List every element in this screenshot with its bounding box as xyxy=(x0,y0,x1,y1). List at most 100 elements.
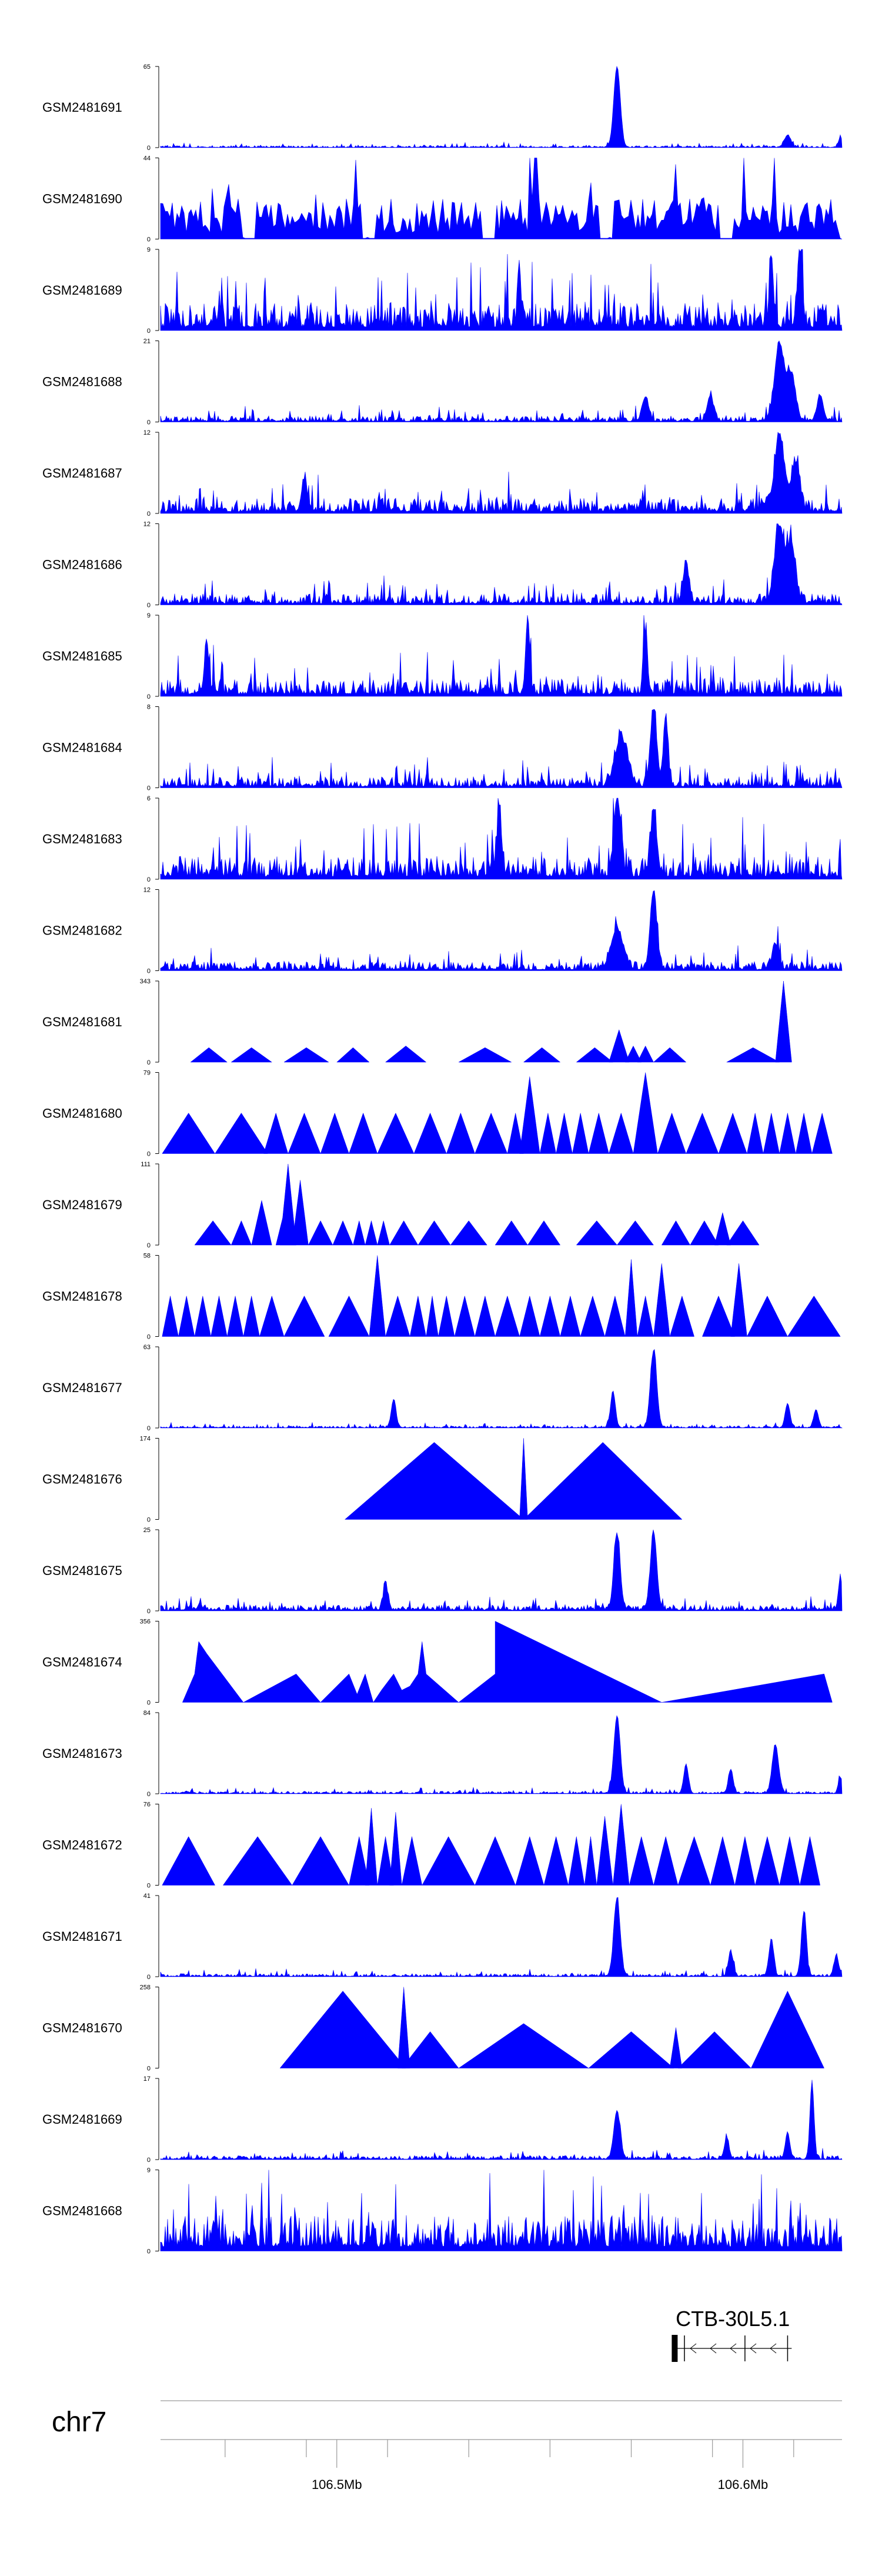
coverage-peak xyxy=(556,1113,573,1154)
track-GSM2481684: GSM2481684 8 0 xyxy=(42,704,843,792)
coverage-peak xyxy=(718,1112,747,1154)
coverage-peak xyxy=(527,1220,561,1246)
coverage-peak xyxy=(775,980,792,1063)
coverage-peak xyxy=(523,1047,561,1063)
track-label: GSM2481669 xyxy=(42,2112,122,2127)
track-label: GSM2481672 xyxy=(42,1838,122,1853)
track-label: GSM2481675 xyxy=(42,1563,122,1578)
y-min-label: 0 xyxy=(147,1791,151,1798)
coverage-peak xyxy=(637,1045,654,1063)
coverage-peak xyxy=(162,1113,216,1154)
coverage-peak xyxy=(726,1047,780,1063)
coverage-peak xyxy=(616,1220,654,1246)
y-min-label: 0 xyxy=(147,1883,151,1890)
coverage-peak xyxy=(369,1255,386,1337)
coverage-area xyxy=(160,1897,843,1977)
coverage-peak xyxy=(702,1295,736,1337)
coverage-peak xyxy=(288,1112,321,1154)
track-label: GSM2481673 xyxy=(42,1746,122,1761)
track-GSM2481675: GSM2481675 25 0 xyxy=(42,1527,843,1615)
y-max-label: 9 xyxy=(147,2167,151,2174)
y-max-label: 6 xyxy=(147,795,151,802)
coverage-peak xyxy=(539,1296,561,1337)
axis-coordinate-label: 106.5Mb xyxy=(312,2477,362,2492)
track-label: GSM2481671 xyxy=(42,1929,122,1944)
coverage-area xyxy=(160,890,843,971)
coverage-peak xyxy=(475,1112,508,1154)
track-GSM2481683: GSM2481683 6 0 xyxy=(42,795,843,883)
coverage-peak xyxy=(365,1220,378,1246)
y-max-label: 9 xyxy=(147,246,151,253)
coverage-peak xyxy=(604,1296,626,1337)
gene-model xyxy=(671,2335,792,2362)
coverage-peak xyxy=(624,1259,638,1337)
track-GSM2481677: GSM2481677 63 0 xyxy=(42,1344,843,1432)
track-label: GSM2481683 xyxy=(42,832,122,846)
chromosome-label: chr7 xyxy=(52,2407,106,2438)
coverage-peak xyxy=(653,1836,679,1886)
coverage-area xyxy=(160,1349,843,1429)
y-min-label: 0 xyxy=(147,1334,151,1341)
coverage-peak xyxy=(475,1296,496,1337)
y-min-label: 0 xyxy=(147,693,151,700)
gene-annotation-track: CTB-30L5.1 xyxy=(671,2307,792,2362)
coverage-peak xyxy=(336,1047,370,1063)
y-min-label: 0 xyxy=(147,785,151,792)
coverage-peak xyxy=(519,1076,540,1154)
y-max-label: 84 xyxy=(143,1710,151,1717)
y-max-label: 258 xyxy=(140,1984,151,1991)
track-GSM2481679: GSM2481679 111 0 xyxy=(42,1161,760,1249)
y-max-label: 17 xyxy=(143,2076,151,2083)
y-min-label: 0 xyxy=(147,2157,151,2164)
coverage-peak xyxy=(747,1113,764,1154)
coverage-peak xyxy=(320,1112,349,1154)
coverage-peak xyxy=(588,1113,609,1154)
coverage-peak xyxy=(222,1836,293,1886)
y-min-label: 0 xyxy=(147,145,151,152)
track-GSM2481685: GSM2481685 9 0 xyxy=(42,612,843,700)
y-min-label: 0 xyxy=(147,968,151,975)
track-GSM2481680: GSM2481680 79 0 xyxy=(42,1070,833,1158)
coverage-peak xyxy=(669,2027,683,2068)
coverage-peak xyxy=(458,2023,589,2068)
y-max-label: 12 xyxy=(143,887,151,894)
y-max-label: 12 xyxy=(143,429,151,436)
y-max-label: 174 xyxy=(140,1436,151,1443)
coverage-peak xyxy=(754,1836,780,1886)
coverage-peak xyxy=(389,1220,419,1246)
track-label: GSM2481670 xyxy=(42,2021,122,2036)
y-max-label: 63 xyxy=(143,1344,151,1351)
y-max-label: 21 xyxy=(143,338,151,345)
coverage-peak xyxy=(194,1220,232,1246)
coverage-peak xyxy=(413,1112,447,1154)
coverage-peak xyxy=(779,1113,796,1154)
track-label: GSM2481679 xyxy=(42,1197,122,1212)
track-GSM2481689: GSM2481689 9 0 xyxy=(42,246,843,335)
track-GSM2481674: GSM2481674 356 0 xyxy=(42,1619,833,1707)
y-min-label: 0 xyxy=(147,419,151,426)
y-min-label: 0 xyxy=(147,876,151,883)
y-min-label: 0 xyxy=(147,2066,151,2073)
coverage-area xyxy=(160,65,843,148)
track-GSM2481673: GSM2481673 84 0 xyxy=(42,1710,843,1798)
coverage-peak xyxy=(576,1047,614,1063)
coverage-peak xyxy=(377,1220,390,1246)
coverage-area xyxy=(160,798,843,880)
coverage-peak xyxy=(560,1296,581,1337)
coverage-peak xyxy=(409,1296,427,1337)
y-min-label: 0 xyxy=(147,1242,151,1249)
coverage-peak xyxy=(385,1295,410,1337)
coverage-peak xyxy=(811,1113,833,1154)
y-max-label: 12 xyxy=(143,521,151,528)
coverage-peak xyxy=(438,1296,455,1337)
gene-label: CTB-30L5.1 xyxy=(676,2307,790,2331)
coverage-peak xyxy=(669,1295,694,1337)
coverage-peak xyxy=(539,1113,557,1154)
coverage-peak xyxy=(629,1836,654,1886)
coverage-peak xyxy=(653,1047,687,1063)
coverage-peak xyxy=(211,1296,228,1337)
y-max-label: 343 xyxy=(140,978,151,985)
coverage-peak xyxy=(734,1836,756,1886)
y-max-label: 79 xyxy=(143,1070,151,1077)
coverage-peak xyxy=(230,1047,273,1063)
